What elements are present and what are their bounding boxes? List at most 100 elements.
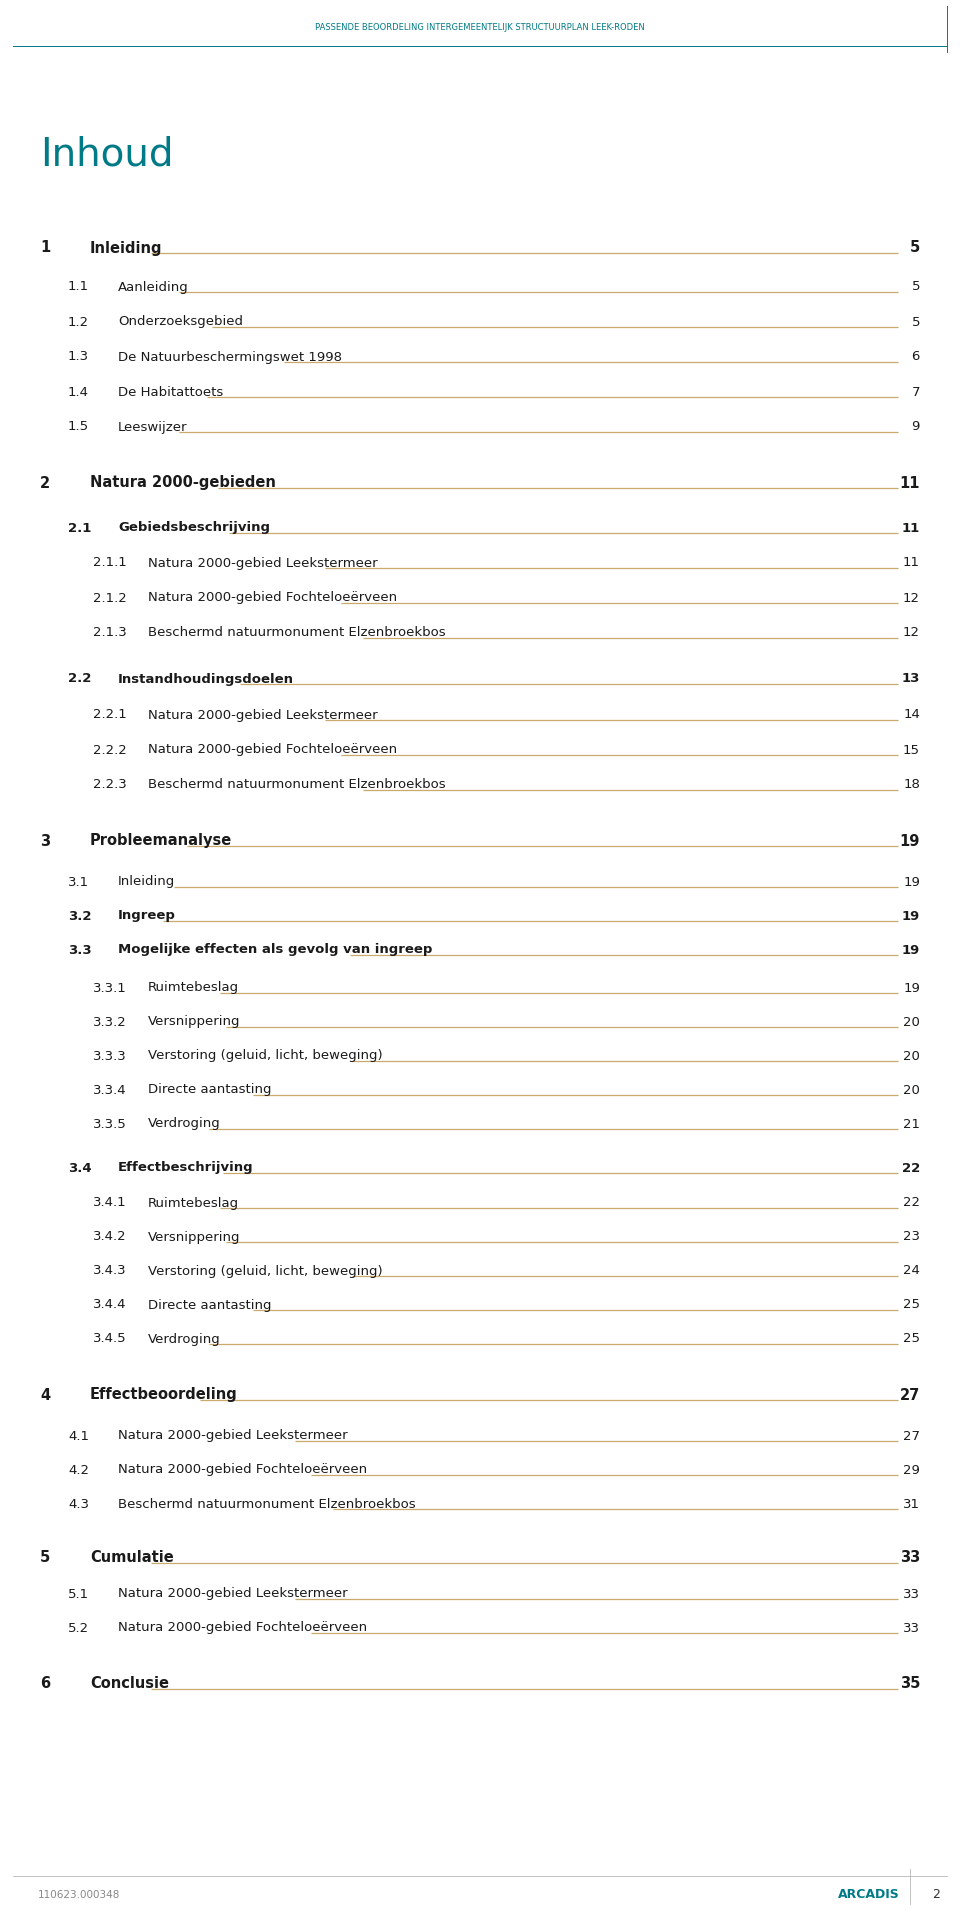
Text: 5: 5 [911,280,920,293]
Text: Probleemanalyse: Probleemanalyse [90,834,232,848]
Text: 19: 19 [901,909,920,923]
Text: 3.2: 3.2 [68,909,91,923]
Text: 33: 33 [903,1621,920,1634]
Text: 20: 20 [903,1015,920,1028]
Text: 11: 11 [900,476,920,491]
Text: 5: 5 [910,240,920,255]
Text: 18: 18 [903,779,920,792]
Text: Effectbeschrijving: Effectbeschrijving [118,1162,253,1174]
Text: 5.2: 5.2 [68,1621,89,1634]
Text: 4.1: 4.1 [68,1429,89,1442]
Text: Ingreep: Ingreep [118,909,176,923]
Text: Verstoring (geluid, licht, beweging): Verstoring (geluid, licht, beweging) [148,1049,383,1063]
Text: 31: 31 [903,1498,920,1511]
Text: 5: 5 [911,315,920,328]
Text: Natura 2000-gebied Fochteloeërveen: Natura 2000-gebied Fochteloeërveen [118,1463,367,1477]
Text: Cumulatie: Cumulatie [90,1550,174,1565]
Text: Versnippering: Versnippering [148,1231,241,1243]
Text: 1.3: 1.3 [68,351,89,364]
Text: 12: 12 [903,627,920,639]
Text: 29: 29 [903,1463,920,1477]
Text: 25: 25 [903,1333,920,1346]
Text: 3.3.2: 3.3.2 [93,1015,127,1028]
Text: Natura 2000-gebieden: Natura 2000-gebieden [90,476,276,491]
Text: Inleiding: Inleiding [90,240,162,255]
Text: 25: 25 [903,1298,920,1312]
Text: Beschermd natuurmonument Elzenbroekbos: Beschermd natuurmonument Elzenbroekbos [148,627,445,639]
Text: 3.4.2: 3.4.2 [93,1231,127,1243]
Text: 4.3: 4.3 [68,1498,89,1511]
Text: 33: 33 [900,1550,920,1565]
Text: 2.2: 2.2 [68,673,91,685]
Text: Conclusie: Conclusie [90,1676,169,1692]
Text: Natura 2000-gebied Leekstermeer: Natura 2000-gebied Leekstermeer [118,1588,348,1600]
Text: Effectbeoordeling: Effectbeoordeling [90,1387,238,1402]
Text: 35: 35 [900,1676,920,1692]
Text: 6: 6 [40,1676,50,1692]
Text: 6: 6 [912,351,920,364]
Text: Mogelijke effecten als gevolg van ingreep: Mogelijke effecten als gevolg van ingree… [118,944,432,957]
Text: Natura 2000-gebied Fochteloeërveen: Natura 2000-gebied Fochteloeërveen [148,744,397,756]
Text: Verstoring (geluid, licht, beweging): Verstoring (geluid, licht, beweging) [148,1264,383,1277]
Text: 22: 22 [903,1197,920,1210]
Text: 4.2: 4.2 [68,1463,89,1477]
Text: 3.3.3: 3.3.3 [93,1049,127,1063]
Text: 5: 5 [40,1550,50,1565]
Text: 3.4.3: 3.4.3 [93,1264,127,1277]
Text: Natura 2000-gebied Fochteloeërveen: Natura 2000-gebied Fochteloeërveen [148,591,397,604]
Text: 13: 13 [901,673,920,685]
Text: Ruimtebeslag: Ruimtebeslag [148,982,239,995]
Text: 1: 1 [40,240,50,255]
Text: PASSENDE BEOORDELING INTERGEMEENTELIJK STRUCTUURPLAN LEEK-RODEN: PASSENDE BEOORDELING INTERGEMEENTELIJK S… [315,23,645,33]
Text: 15: 15 [903,744,920,756]
Text: 3.3.4: 3.3.4 [93,1084,127,1097]
Text: 2.1.1: 2.1.1 [93,556,127,570]
Text: Natura 2000-gebied Fochteloeërveen: Natura 2000-gebied Fochteloeërveen [118,1621,367,1634]
Text: Beschermd natuurmonument Elzenbroekbos: Beschermd natuurmonument Elzenbroekbos [118,1498,416,1511]
Text: 33: 33 [903,1588,920,1600]
Text: 3.3.1: 3.3.1 [93,982,127,995]
Text: 1.2: 1.2 [68,315,89,328]
Text: 1.5: 1.5 [68,420,89,433]
Text: Beschermd natuurmonument Elzenbroekbos: Beschermd natuurmonument Elzenbroekbos [148,779,445,792]
Text: Onderzoeksgebied: Onderzoeksgebied [118,315,243,328]
Text: Natura 2000-gebied Leekstermeer: Natura 2000-gebied Leekstermeer [148,708,377,721]
Text: 20: 20 [903,1049,920,1063]
Text: 2.2.3: 2.2.3 [93,779,127,792]
Text: 2.2.2: 2.2.2 [93,744,127,756]
Text: Directe aantasting: Directe aantasting [148,1084,272,1097]
Text: Gebiedsbeschrijving: Gebiedsbeschrijving [118,522,270,535]
Text: 3.4: 3.4 [68,1162,91,1174]
Text: 9: 9 [912,420,920,433]
Text: 11: 11 [901,522,920,535]
Text: 19: 19 [900,834,920,848]
Text: Aanleiding: Aanleiding [118,280,189,293]
Text: Ruimtebeslag: Ruimtebeslag [148,1197,239,1210]
Text: Inleiding: Inleiding [118,875,176,888]
Text: 3.1: 3.1 [68,875,89,888]
Text: 14: 14 [903,708,920,721]
Text: 3.4.4: 3.4.4 [93,1298,127,1312]
Text: 4: 4 [40,1387,50,1402]
Text: 22: 22 [901,1162,920,1174]
Text: 3: 3 [40,834,50,848]
Text: 2: 2 [932,1889,940,1901]
Text: 20: 20 [903,1084,920,1097]
Text: 23: 23 [903,1231,920,1243]
Text: De Habitattoets: De Habitattoets [118,386,224,399]
Text: 24: 24 [903,1264,920,1277]
Text: Versnippering: Versnippering [148,1015,241,1028]
Text: Inhoud: Inhoud [40,136,174,175]
Text: 21: 21 [903,1118,920,1130]
Text: 2.2.1: 2.2.1 [93,708,127,721]
Text: 19: 19 [903,982,920,995]
Text: Natura 2000-gebied Leekstermeer: Natura 2000-gebied Leekstermeer [148,556,377,570]
Text: 2.1.2: 2.1.2 [93,591,127,604]
Text: Natura 2000-gebied Leekstermeer: Natura 2000-gebied Leekstermeer [118,1429,348,1442]
Text: 3.3: 3.3 [68,944,91,957]
Text: 27: 27 [900,1387,920,1402]
Text: 19: 19 [903,875,920,888]
Text: 110623.000348: 110623.000348 [38,1889,120,1901]
Text: 12: 12 [903,591,920,604]
Text: 19: 19 [901,944,920,957]
